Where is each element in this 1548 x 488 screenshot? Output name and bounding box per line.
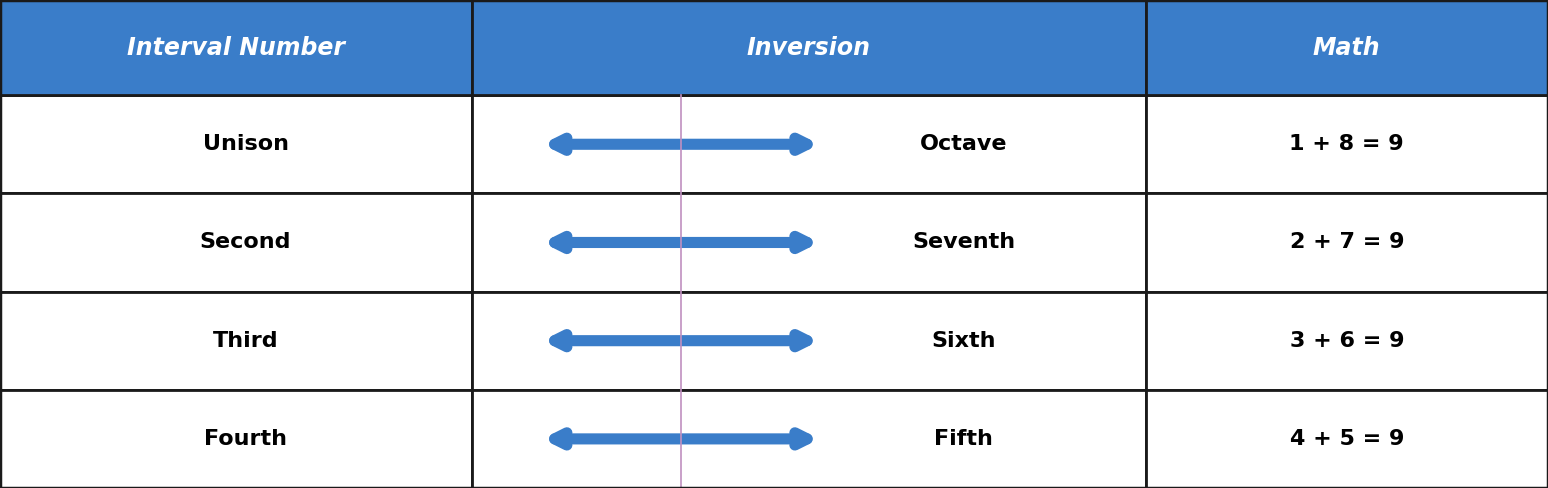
Text: Unison: Unison (203, 134, 288, 154)
FancyBboxPatch shape (0, 390, 472, 488)
FancyBboxPatch shape (472, 95, 1146, 193)
Text: Math: Math (1313, 36, 1381, 60)
Text: 1 + 8 = 9: 1 + 8 = 9 (1289, 134, 1404, 154)
Text: Inversion: Inversion (746, 36, 872, 60)
FancyBboxPatch shape (472, 193, 1146, 291)
Text: Sixth: Sixth (932, 331, 995, 351)
Text: Fifth: Fifth (935, 429, 994, 449)
Text: Third: Third (212, 331, 279, 351)
Text: Seventh: Seventh (912, 232, 1015, 252)
Text: Octave: Octave (920, 134, 1008, 154)
FancyBboxPatch shape (472, 0, 1146, 95)
FancyBboxPatch shape (0, 292, 472, 390)
Text: Interval Number: Interval Number (127, 36, 345, 60)
FancyBboxPatch shape (472, 292, 1146, 390)
Text: Fourth: Fourth (204, 429, 286, 449)
Text: 2 + 7 = 9: 2 + 7 = 9 (1289, 232, 1404, 252)
FancyBboxPatch shape (1146, 193, 1548, 291)
Text: Second: Second (200, 232, 291, 252)
Text: 3 + 6 = 9: 3 + 6 = 9 (1289, 331, 1404, 351)
FancyBboxPatch shape (0, 193, 472, 291)
FancyBboxPatch shape (0, 0, 472, 95)
FancyBboxPatch shape (1146, 95, 1548, 193)
Text: 4 + 5 = 9: 4 + 5 = 9 (1289, 429, 1404, 449)
FancyBboxPatch shape (0, 95, 472, 193)
FancyBboxPatch shape (1146, 390, 1548, 488)
FancyBboxPatch shape (1146, 0, 1548, 95)
FancyBboxPatch shape (1146, 292, 1548, 390)
FancyBboxPatch shape (472, 390, 1146, 488)
